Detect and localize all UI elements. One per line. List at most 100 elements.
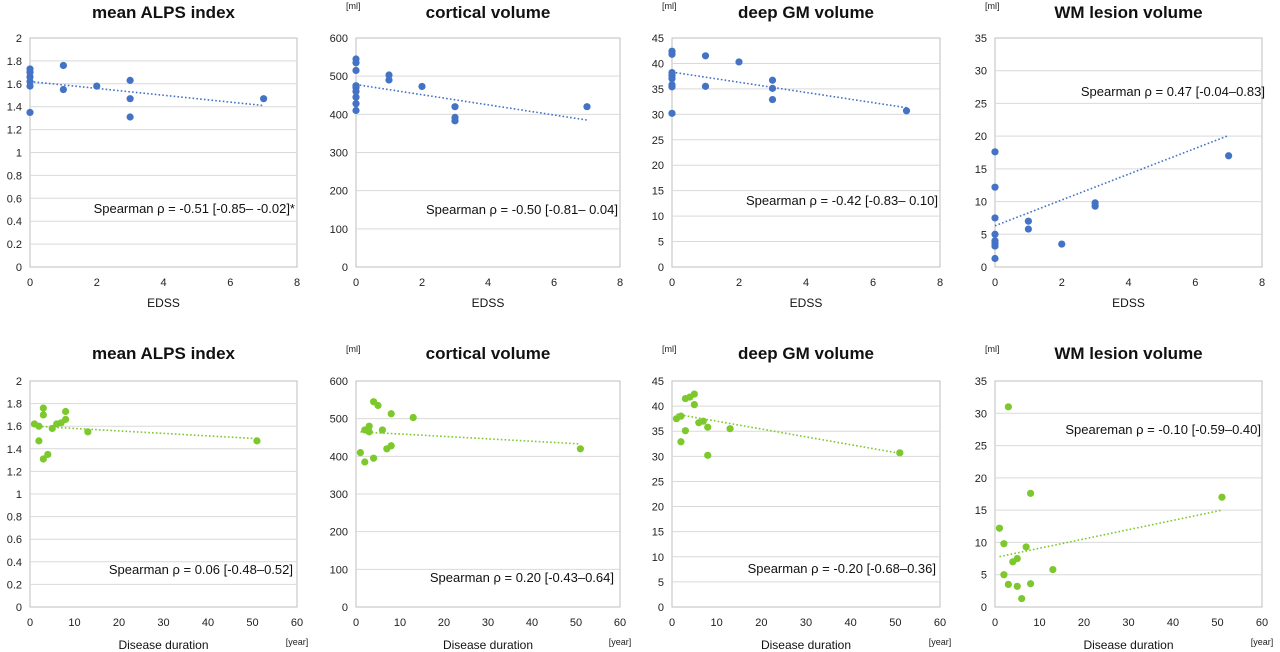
data-point bbox=[991, 237, 999, 245]
data-point bbox=[126, 95, 134, 103]
x-axis-label: EDSS bbox=[147, 296, 180, 310]
y-tick-label: 35 bbox=[975, 33, 987, 45]
y-tick-label: 1.8 bbox=[7, 56, 22, 68]
y-tick-label: 35 bbox=[975, 376, 987, 388]
data-point bbox=[26, 65, 34, 73]
y-tick-label: 100 bbox=[330, 564, 348, 576]
chart-title: mean ALPS index bbox=[92, 3, 236, 22]
data-point bbox=[409, 413, 417, 422]
y-unit-label: [ml] bbox=[346, 1, 361, 11]
y-tick-label: 200 bbox=[330, 527, 348, 539]
plot-frame bbox=[994, 37, 1263, 268]
data-point bbox=[701, 52, 710, 60]
data-point bbox=[1004, 403, 1012, 411]
y-tick-label: 15 bbox=[975, 164, 987, 176]
y-tick-label: 2 bbox=[16, 33, 22, 45]
y-tick-label: 600 bbox=[330, 376, 348, 388]
x-tick-label: 6 bbox=[227, 277, 233, 289]
y-unit-label: [ml] bbox=[662, 344, 677, 354]
chart-panel-4: 0 5 10 15 20 25 30 35 0 2 4 6 8 WM lesion volume [ml] E… bbox=[975, 1, 1265, 310]
data-point bbox=[48, 424, 56, 433]
data-point bbox=[583, 103, 591, 111]
data-point bbox=[374, 401, 382, 410]
x-tick-label: 50 bbox=[889, 617, 901, 629]
x-tick-label: 30 bbox=[1122, 617, 1134, 629]
chart-panel-1: 0 0.2 0.4 0.6 0.8 1 1.2 1.4 1.6 1.8 2 0 2 4 6 8 mean ALP… bbox=[7, 3, 300, 310]
chart-panel-3: 0 5 10 15 20 25 30 35 40 45 0 2 4 6 8 deep GM volume [ml… bbox=[652, 1, 943, 310]
y-tick-label: 5 bbox=[658, 577, 664, 589]
trend-line bbox=[29, 80, 264, 107]
data-point bbox=[385, 76, 393, 84]
x-axis-label: EDSS bbox=[1112, 296, 1145, 310]
data-point bbox=[699, 417, 707, 425]
y-tick-label: 5 bbox=[981, 570, 987, 582]
x-tick-label: 40 bbox=[845, 617, 857, 629]
x-unit-label: [year] bbox=[929, 637, 952, 647]
x-tick-label: 60 bbox=[1256, 617, 1268, 629]
x-unit-label: [year] bbox=[286, 637, 309, 647]
data-point bbox=[902, 107, 911, 115]
spearman-annotation: Spearman ρ = 0.06 [-0.48–0.52] bbox=[109, 562, 293, 577]
x-tick-label: 10 bbox=[68, 617, 80, 629]
y-tick-label: 1 bbox=[16, 489, 22, 501]
y-tick-label: 25 bbox=[975, 441, 987, 453]
y-tick-label: 0.2 bbox=[7, 579, 22, 591]
x-tick-label: 0 bbox=[992, 617, 998, 629]
y-tick-label: 400 bbox=[330, 451, 348, 463]
data-point bbox=[361, 458, 369, 466]
data-point bbox=[668, 109, 676, 117]
x-tick-label: 8 bbox=[294, 277, 300, 289]
data-point bbox=[451, 117, 459, 125]
data-point bbox=[668, 81, 676, 89]
data-point bbox=[668, 47, 676, 55]
y-tick-label: 0 bbox=[16, 262, 22, 274]
y-unit-label: [ml] bbox=[662, 1, 677, 11]
data-point bbox=[1225, 152, 1233, 160]
spearman-annotation: Speareman ρ = -0.10 [-0.59–0.40] bbox=[1065, 422, 1261, 437]
spearman-annotation: Spearman ρ = -0.42 [-0.83– 0.10] bbox=[746, 193, 938, 208]
data-point bbox=[387, 442, 395, 450]
data-point bbox=[1027, 580, 1035, 588]
x-tick-label: 8 bbox=[1259, 277, 1265, 289]
y-tick-label: 0.6 bbox=[7, 534, 22, 546]
data-point bbox=[991, 214, 999, 222]
y-tick-label: 40 bbox=[652, 58, 664, 70]
data-point bbox=[991, 148, 999, 156]
data-point bbox=[1027, 489, 1035, 497]
x-tick-label: 4 bbox=[160, 277, 166, 289]
data-point bbox=[84, 428, 92, 436]
y-tick-label: 10 bbox=[652, 552, 664, 564]
chart-title: deep GM volume bbox=[738, 344, 874, 363]
trend-line bbox=[994, 134, 1229, 227]
y-tick-label: 1.6 bbox=[7, 79, 22, 91]
x-axis-label: Disease duration bbox=[443, 638, 533, 652]
data-point bbox=[690, 401, 698, 409]
data-point bbox=[1091, 199, 1099, 207]
data-point bbox=[576, 445, 585, 453]
x-tick-label: 0 bbox=[669, 617, 675, 629]
chart-panel-8: 0 5 10 15 20 25 30 35 0 10 20 30 40 50 60 WM lesion vol… bbox=[975, 344, 1274, 652]
x-tick-label: 50 bbox=[570, 617, 582, 629]
y-tick-label: 0 bbox=[981, 602, 987, 614]
y-tick-label: 10 bbox=[975, 197, 987, 209]
y-tick-label: 25 bbox=[652, 476, 664, 488]
y-tick-label: 100 bbox=[330, 224, 348, 236]
y-tick-label: 15 bbox=[652, 527, 664, 539]
y-tick-label: 10 bbox=[652, 211, 664, 223]
trend-line bbox=[671, 71, 907, 109]
y-tick-label: 0 bbox=[658, 262, 664, 274]
trend-line bbox=[999, 509, 1223, 558]
y-tick-label: 300 bbox=[330, 489, 348, 501]
x-tick-label: 30 bbox=[157, 617, 169, 629]
x-tick-label: 2 bbox=[94, 277, 100, 289]
data-point bbox=[418, 82, 426, 91]
y-tick-label: 0 bbox=[342, 602, 348, 614]
x-tick-label: 40 bbox=[202, 617, 214, 629]
data-point bbox=[1013, 554, 1021, 563]
data-point bbox=[1000, 571, 1008, 579]
x-tick-label: 0 bbox=[353, 277, 359, 289]
data-point bbox=[126, 76, 134, 84]
x-tick-label: 4 bbox=[485, 277, 491, 289]
y-tick-label: 45 bbox=[652, 33, 664, 45]
